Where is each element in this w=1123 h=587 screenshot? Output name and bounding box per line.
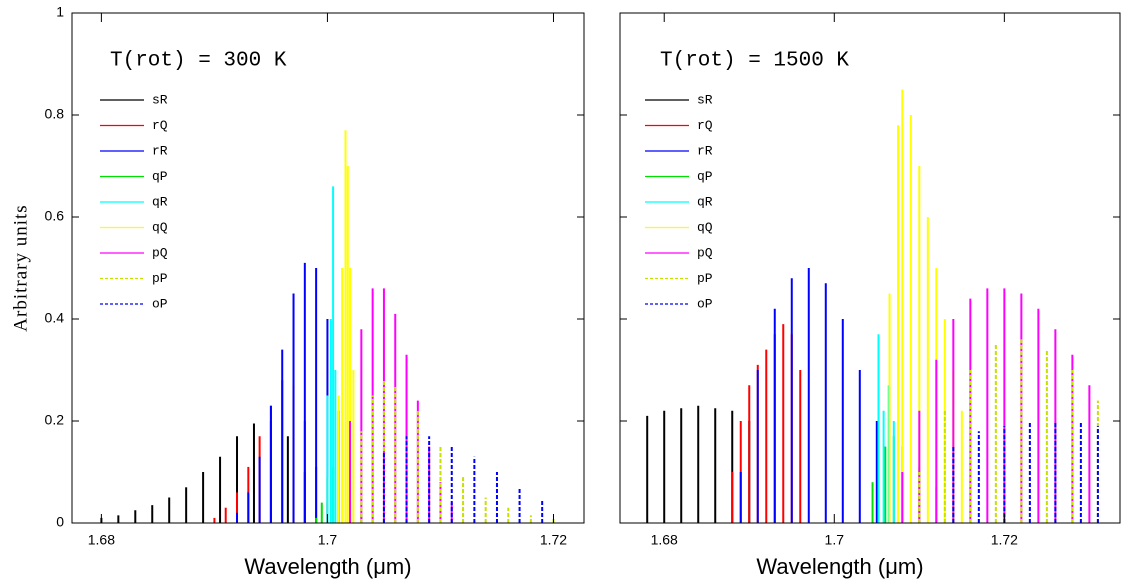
legend-label: pP: [697, 271, 713, 286]
annotation: T(rot) = 1500 K: [660, 50, 849, 73]
annotation: T(rot) = 300 K: [110, 50, 287, 73]
x-tick-label: 1.68: [88, 532, 115, 548]
y-axis-label: Arbitrary units: [10, 204, 31, 331]
x-axis-label: Wavelength (μm): [244, 554, 411, 579]
x-tick-label: 1.68: [651, 532, 678, 548]
legend-label: rQ: [152, 118, 168, 133]
x-tick-label: 1.72: [991, 532, 1018, 548]
plot-frame: [71, 12, 585, 524]
plot-frame: [619, 12, 1121, 524]
x-tick-label: 1.72: [540, 532, 567, 548]
legend-label: pQ: [697, 245, 713, 260]
legend-label: pP: [152, 271, 168, 286]
legend-label: qR: [152, 194, 168, 209]
x-tick-label: 1.7: [318, 532, 338, 548]
legend-label: qR: [697, 194, 713, 209]
legend-label: oP: [152, 296, 168, 311]
y-tick-label: 0.8: [45, 106, 65, 122]
legend-label: pQ: [152, 245, 168, 260]
legend-label: qQ: [697, 220, 713, 235]
y-tick-label: 0.6: [45, 208, 65, 224]
legend-label: rR: [152, 143, 168, 158]
x-axis-label: Wavelength (μm): [756, 554, 923, 579]
legend-label: rR: [697, 143, 713, 158]
legend-label: sR: [152, 92, 168, 107]
y-tick-label: 0: [56, 514, 64, 530]
y-tick-label: 0.2: [45, 412, 65, 428]
legend-label: oP: [697, 296, 713, 311]
legend-label: qP: [152, 169, 168, 184]
legend-label: qQ: [152, 220, 168, 235]
legend-label: qP: [697, 169, 713, 184]
y-tick-label: 0.4: [45, 310, 65, 326]
y-tick-label: 1: [56, 4, 64, 20]
legend-label: sR: [697, 92, 713, 107]
legend-label: rQ: [697, 118, 713, 133]
x-tick-label: 1.7: [825, 532, 845, 548]
